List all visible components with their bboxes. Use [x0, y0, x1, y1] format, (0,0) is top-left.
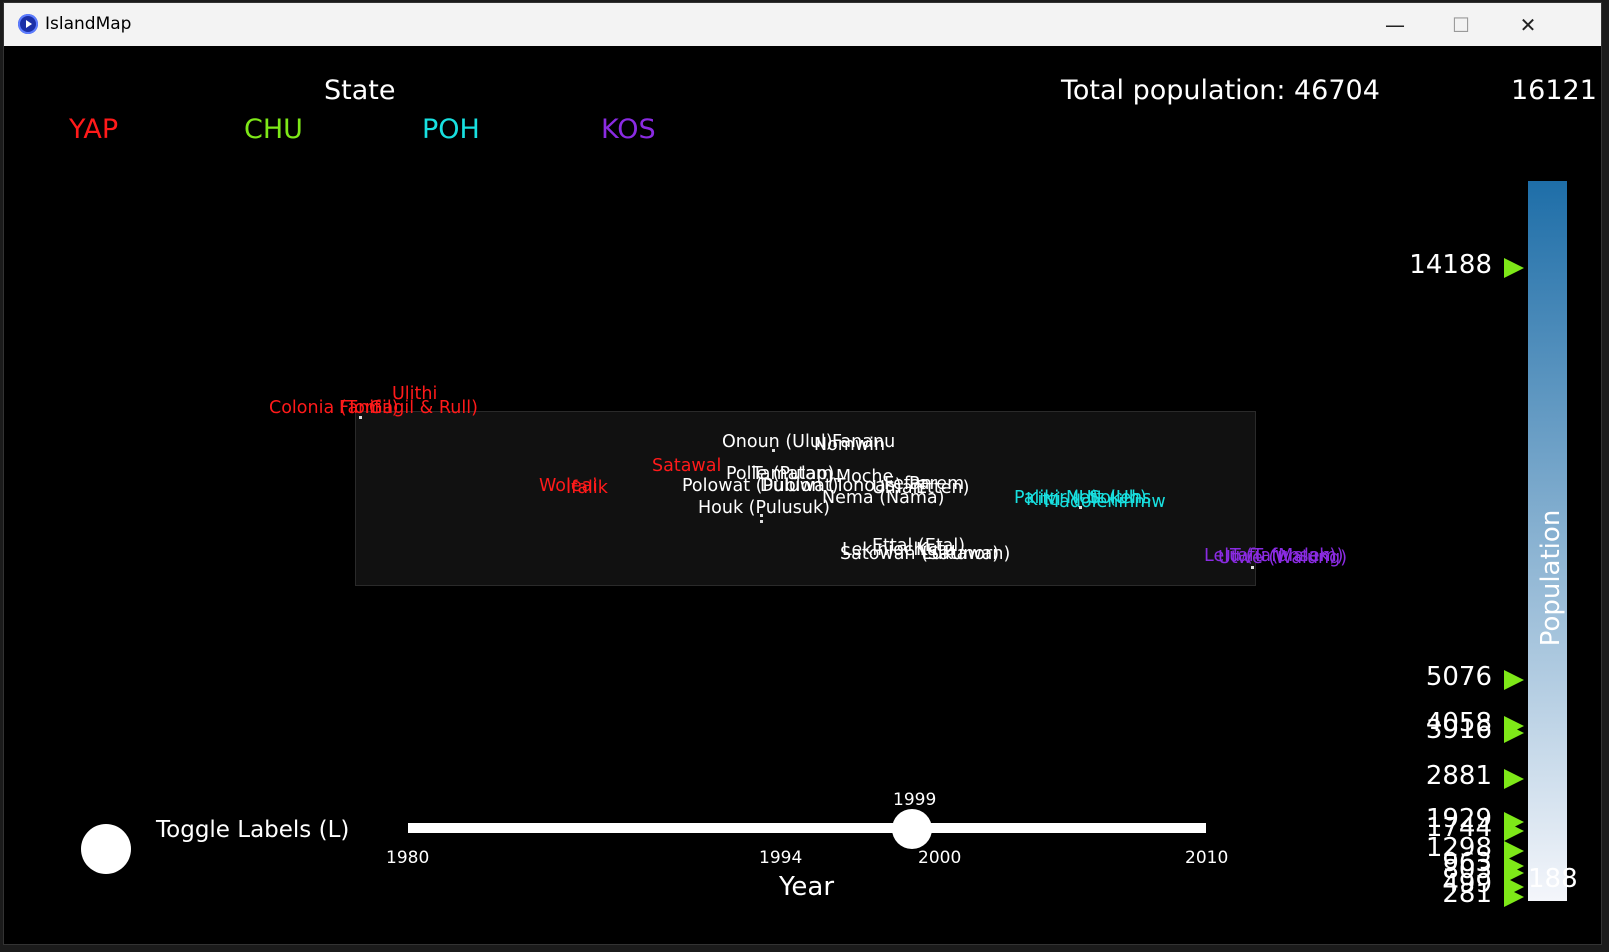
minimize-button[interactable]: —: [1385, 12, 1405, 37]
island-label: Onoun (Ulul): [722, 432, 833, 452]
slider-current-year: 1999: [893, 790, 937, 810]
population-marker-arrow-icon: [1504, 722, 1524, 743]
population-marker-arrow-icon: [1504, 886, 1524, 907]
toggle-labels-button[interactable]: [81, 824, 131, 874]
island-label: Houk (Pulusuk): [698, 498, 830, 518]
island-marker-dot: [772, 449, 775, 452]
toggle-labels-label: Toggle Labels (L): [156, 817, 350, 843]
island-label: Gagil & Rull): [369, 398, 478, 418]
legend-kos: KOS: [601, 114, 656, 145]
map-canvas[interactable]: State Total population: 46704 16121 YAP …: [4, 46, 1601, 944]
population-marker-value: 1929: [1425, 804, 1492, 835]
population-marker-arrow-icon: [1504, 769, 1524, 790]
island-label: Nett (Uh): [1066, 488, 1147, 508]
year-tick: 1980: [386, 848, 430, 868]
island-label: Lelu (Tafunsak): [1204, 546, 1337, 566]
island-label: Fefan: [884, 474, 932, 494]
year-tick: 2000: [918, 848, 962, 868]
island-label: Woleai: [539, 476, 598, 496]
island-label: Polowat (Puluwat): [682, 476, 839, 496]
island-label: Lekinioch: [842, 540, 925, 560]
population-color-bar: [1528, 181, 1567, 901]
total-population-label: Total population: 46704: [1061, 75, 1380, 106]
island-label: Ettal (Etal): [872, 536, 966, 556]
population-marker-arrow-icon: [1504, 820, 1524, 841]
close-button[interactable]: ✕: [1519, 12, 1537, 37]
island-label: Moche: [836, 467, 894, 487]
island-marker-dot: [1251, 566, 1254, 569]
island-label: Tamatam: [752, 464, 833, 484]
island-label: Fananu: [832, 432, 896, 452]
population-marker-value: 4058: [1425, 708, 1492, 739]
island-label: Madolenihmw: [1044, 492, 1166, 512]
island-label: Nomwin: [814, 435, 886, 455]
legend-yap: YAP: [69, 114, 119, 145]
island-label: Lukunor): [922, 544, 1000, 564]
year-slider-track[interactable]: [408, 823, 1206, 833]
island-label: Satowan (Satawan): [840, 544, 1011, 564]
window-title: IslandMap: [45, 14, 132, 34]
island-marker-dot: [760, 520, 763, 523]
population-max-value: 16121: [1511, 75, 1597, 106]
population-marker-value: 1744: [1425, 812, 1492, 843]
population-marker-value: 14188: [1409, 250, 1492, 281]
island-label: Fanif: [339, 398, 381, 418]
population-marker-value: 281: [1442, 878, 1492, 909]
island-label: Parem: [909, 474, 965, 494]
population-marker-arrow-icon: [1504, 670, 1524, 691]
population-axis-title: Population: [1536, 509, 1566, 647]
state-legend-title: State: [324, 75, 396, 106]
population-marker-value: 803: [1442, 855, 1492, 886]
island-marker-dot: [760, 514, 763, 517]
island-label: Utwe (Walung): [1218, 548, 1348, 568]
legend-chu: CHU: [244, 114, 303, 145]
map-region: [355, 411, 1256, 586]
year-tick: 1994: [759, 848, 803, 868]
population-marker-value: 5076: [1425, 662, 1492, 693]
title-bar: IslandMap — ☐ ✕: [4, 3, 1601, 46]
population-marker-value: 3916: [1425, 714, 1492, 745]
maximize-button[interactable]: ☐: [1452, 12, 1470, 37]
population-marker-value: 2881: [1425, 761, 1492, 792]
year-slider-thumb[interactable]: [892, 809, 932, 849]
island-label: Dublon (Tonoas): [760, 476, 902, 496]
island-label: Palikir (U): [1014, 488, 1099, 508]
island-label: Kitti: [1026, 490, 1061, 510]
island-label: Uman: [872, 478, 924, 498]
island-label: Polle (Pulap): [726, 464, 835, 484]
population-min-value: 188: [1528, 864, 1578, 894]
island-label: Ulithi: [392, 384, 438, 404]
population-marker-arrow-icon: [1504, 840, 1524, 861]
legend-poh: POH: [422, 114, 480, 145]
island-label: Colonia (Tomil): [269, 398, 399, 418]
island-label: Tafu (Malem): [1230, 546, 1344, 566]
population-marker-value: 1298: [1425, 832, 1492, 863]
population-marker-value: 963: [1442, 847, 1492, 878]
island-label: Sokehs: [1089, 488, 1152, 508]
island-label: Satawal: [652, 456, 722, 476]
year-axis-label: Year: [779, 872, 835, 902]
app-logo-icon: [18, 14, 38, 34]
app-window: IslandMap — ☐ ✕ State Total population: …: [3, 2, 1602, 945]
island-marker-dot: [1079, 506, 1082, 509]
island-label: Kutu: [916, 540, 956, 560]
island-label: Ifalik: [566, 478, 608, 498]
year-tick: 2010: [1185, 848, 1229, 868]
population-marker-value: 499: [1442, 868, 1492, 899]
population-marker-arrow-icon: [1504, 258, 1524, 279]
island-label: Etten): [916, 478, 970, 498]
island-marker-dot: [359, 416, 362, 419]
island-label: Nema (Nama): [822, 488, 945, 508]
